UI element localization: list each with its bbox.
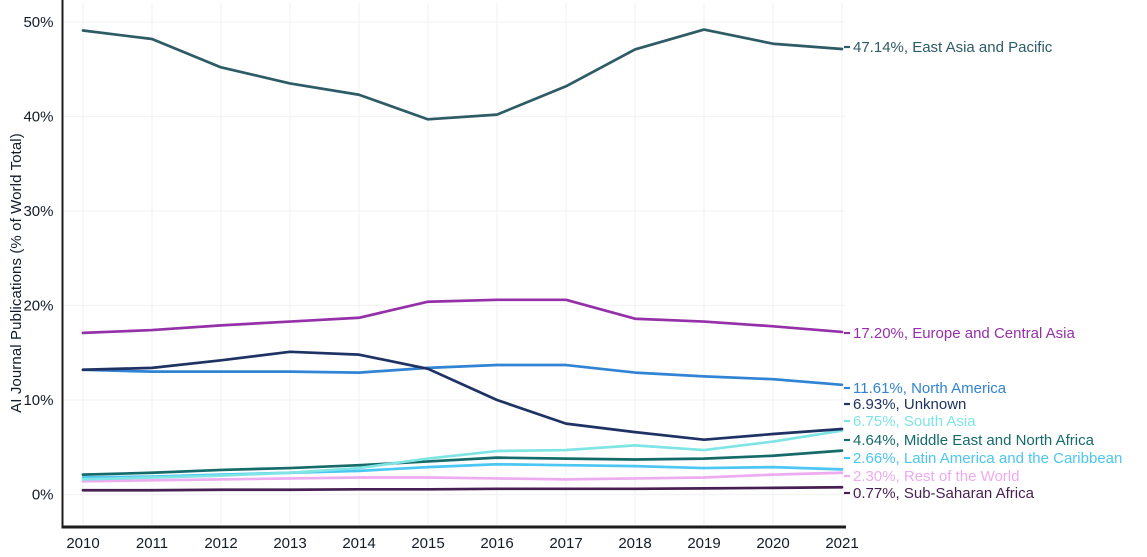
series-label-unknown: 6.93%, Unknown (853, 396, 966, 413)
series-label-europe-and-central-asia: 17.20%, Europe and Central Asia (853, 325, 1075, 342)
series-line-rest-of-the-world (81, 471, 844, 483)
x-tick-label: 2016 (480, 535, 513, 552)
y-tick-label: 40% (23, 109, 53, 126)
x-tick-label: 2011 (136, 535, 168, 552)
series-label-sub-saharan-africa: 0.77%, Sub-Saharan Africa (853, 485, 1035, 502)
y-axis-title: AI Journal Publications (% of World Tota… (8, 133, 25, 413)
y-tick-label: 10% (23, 392, 53, 409)
series-line-unknown (81, 350, 844, 442)
x-tick-label: 2014 (342, 535, 375, 552)
x-tick-label: 2010 (66, 535, 99, 552)
series-label-east-asia-and-pacific: 47.14%, East Asia and Pacific (853, 39, 1053, 56)
series-line-east-asia-and-pacific (81, 28, 844, 121)
x-tick-label: 2021 (825, 535, 858, 552)
x-tick-label: 2013 (273, 535, 306, 552)
series-label-south-asia: 6.75%, South Asia (853, 413, 976, 430)
y-tick-label: 20% (23, 298, 53, 315)
series-line-europe-and-central-asia (81, 298, 844, 335)
series-line-middle-east-and-north-africa (81, 449, 844, 477)
series-line-sub-saharan-africa (81, 485, 844, 492)
series-label-middle-east-and-north-africa: 4.64%, Middle East and North Africa (853, 432, 1095, 449)
series-line-north-america (81, 363, 844, 387)
x-tick-label: 2020 (756, 535, 789, 552)
series-label-rest-of-the-world: 2.30%, Rest of the World (853, 468, 1019, 485)
series-label-latin-america-and-the-caribbean: 2.66%, Latin America and the Caribbean (853, 450, 1122, 467)
x-tick-label: 2018 (618, 535, 651, 552)
y-tick-label: 50% (23, 14, 53, 31)
y-tick-label: 30% (23, 203, 53, 220)
x-tick-label: 2019 (687, 535, 720, 552)
series-line-south-asia (81, 429, 844, 481)
y-tick-label: 0% (32, 487, 54, 504)
x-tick-label: 2017 (549, 535, 582, 552)
series-label-north-america: 11.61%, North America (853, 380, 1007, 397)
x-tick-label: 2015 (411, 535, 444, 552)
x-tick-label: 2012 (204, 535, 237, 552)
